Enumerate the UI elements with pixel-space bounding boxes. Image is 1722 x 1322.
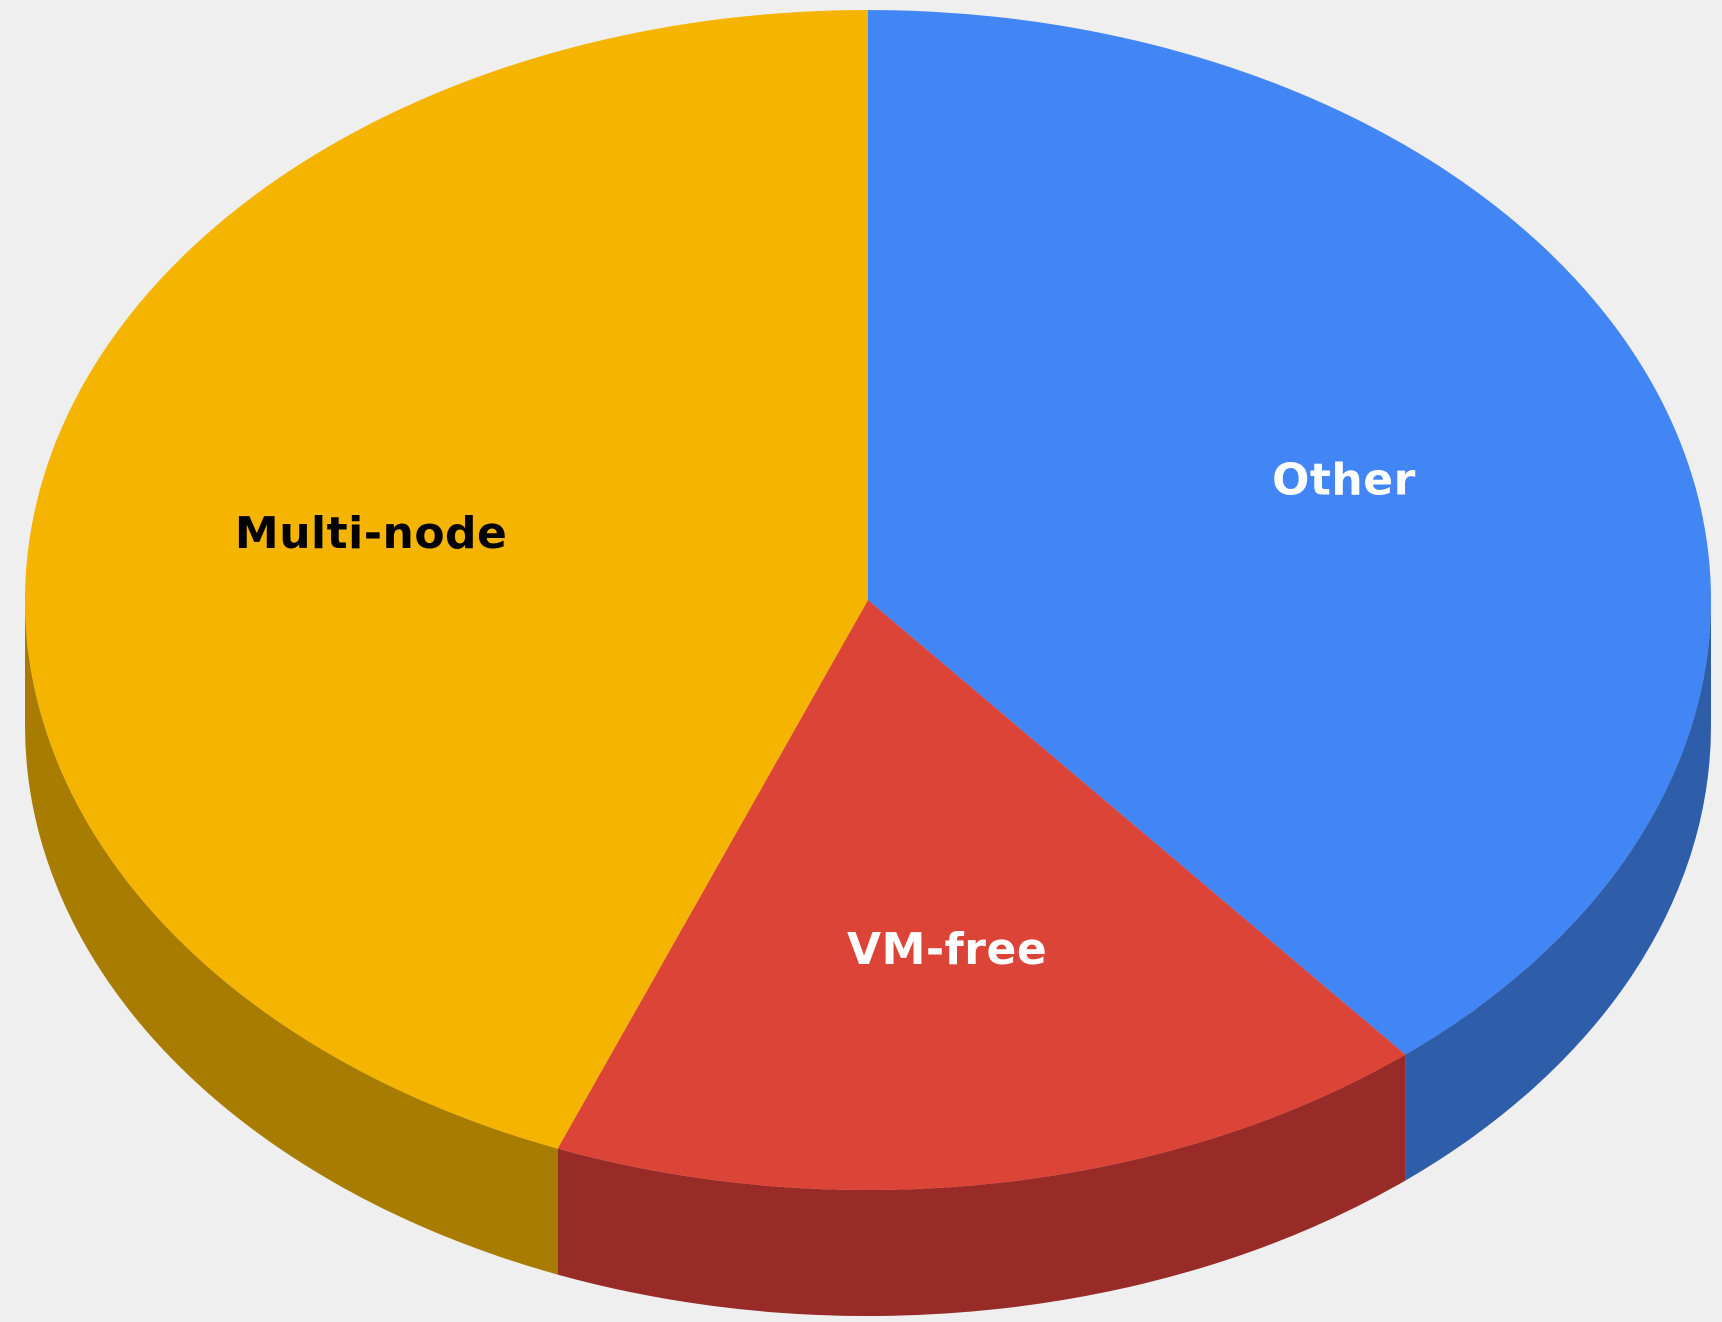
pie-slice-vm-free: [557, 600, 1406, 1191]
pie-label-multi-node: Multi-node: [235, 508, 507, 559]
pie-side-other: [1405, 600, 1711, 1181]
pie-label-vm-free: VM-free: [847, 924, 1047, 975]
pie-slice-multi-node: [24, 10, 869, 1149]
pie-side-vm-free: [557, 1054, 1406, 1317]
pie-side-multi-node: [24, 600, 558, 1275]
pie-labels: Other VM-free Multi-node: [235, 455, 1416, 976]
pie-label-other: Other: [1272, 455, 1416, 506]
pie-slice-other: [868, 10, 1711, 1055]
pie-tops: [24, 10, 1711, 1191]
pie-sides: [24, 600, 1711, 1317]
